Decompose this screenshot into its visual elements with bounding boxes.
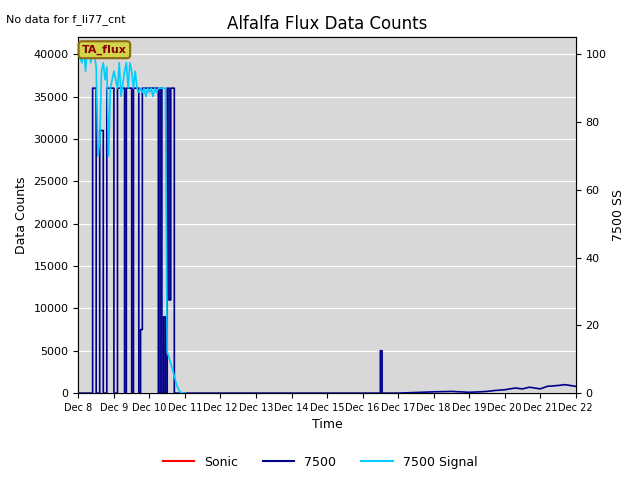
Y-axis label: Data Counts: Data Counts	[15, 177, 28, 254]
Text: No data for f_li77_cnt: No data for f_li77_cnt	[6, 14, 126, 25]
X-axis label: Time: Time	[312, 419, 342, 432]
Text: TA_flux: TA_flux	[82, 45, 127, 55]
Y-axis label: 7500 SS: 7500 SS	[612, 189, 625, 241]
Legend: Sonic, 7500, 7500 Signal: Sonic, 7500, 7500 Signal	[158, 451, 482, 474]
Title: Alfalfa Flux Data Counts: Alfalfa Flux Data Counts	[227, 15, 428, 33]
